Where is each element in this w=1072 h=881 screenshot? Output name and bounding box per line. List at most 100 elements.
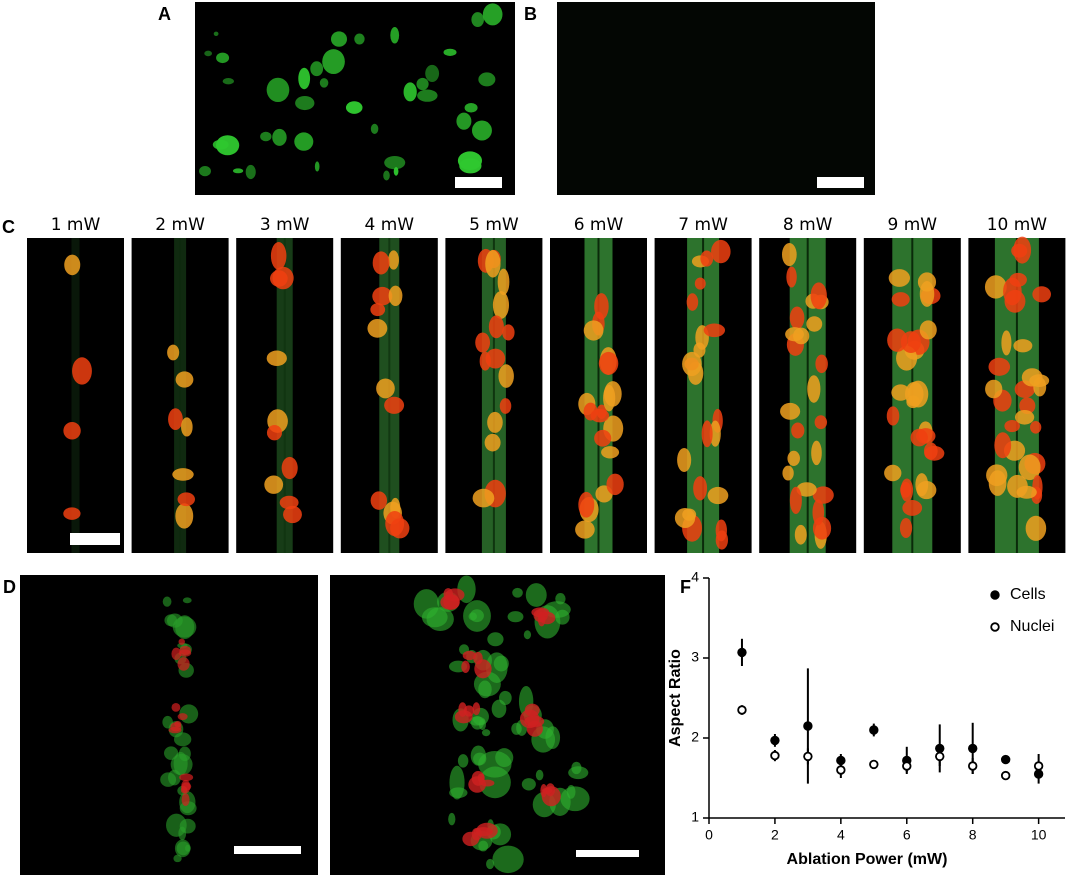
cell — [782, 243, 797, 267]
cell — [384, 155, 406, 170]
cell — [482, 3, 503, 26]
cell — [171, 647, 182, 661]
cell — [456, 112, 472, 130]
panel-letter: B — [524, 4, 537, 24]
cell — [260, 131, 272, 142]
cell — [594, 293, 609, 320]
cell — [984, 275, 1007, 299]
cell — [677, 447, 692, 472]
cell — [694, 277, 706, 290]
cell — [417, 89, 438, 102]
cell — [457, 754, 469, 768]
cell — [578, 491, 595, 518]
cell — [693, 342, 706, 358]
cell — [507, 611, 524, 623]
point — [935, 751, 945, 762]
cell — [270, 242, 287, 270]
cell — [916, 428, 936, 444]
cell — [709, 420, 721, 447]
cell — [789, 306, 805, 330]
cell — [173, 751, 188, 776]
cell — [177, 492, 195, 507]
cell — [1009, 272, 1027, 287]
cell — [512, 587, 523, 598]
panel-letter: A — [158, 4, 171, 24]
cell — [524, 703, 540, 717]
cell — [919, 281, 935, 307]
scale-bar — [576, 850, 639, 857]
micrographs — [20, 2, 875, 875]
cell — [715, 519, 727, 542]
cell — [388, 285, 403, 307]
cell — [181, 782, 192, 791]
point — [869, 725, 879, 735]
cell — [794, 524, 807, 545]
cell — [370, 303, 386, 317]
cell — [478, 750, 512, 778]
cell — [1014, 409, 1035, 425]
legend-label: Cells — [1010, 586, 1046, 603]
cell — [1019, 397, 1036, 415]
cell — [472, 702, 481, 716]
cell — [266, 425, 282, 441]
cell — [916, 480, 937, 500]
cell — [902, 500, 923, 516]
cell — [493, 655, 509, 672]
cell — [472, 488, 495, 508]
legend-marker — [990, 590, 1000, 600]
cell — [166, 813, 187, 837]
cell — [919, 320, 937, 340]
cell — [367, 318, 388, 338]
cell — [521, 778, 536, 791]
cell — [575, 520, 595, 539]
cell — [535, 769, 544, 781]
cell — [707, 486, 729, 505]
cell — [162, 596, 172, 607]
power-label: 8 mW — [783, 215, 833, 235]
cell — [682, 351, 702, 377]
cell — [63, 507, 81, 520]
cell — [891, 384, 910, 401]
cell — [785, 327, 804, 342]
cell — [443, 588, 453, 601]
cell — [213, 31, 219, 36]
cell — [986, 464, 1008, 487]
cell — [232, 168, 244, 174]
scale-bar — [455, 177, 502, 188]
cell — [583, 320, 604, 341]
ablation-line — [702, 238, 705, 553]
cell — [478, 680, 492, 699]
cell — [887, 328, 908, 352]
point — [803, 721, 813, 731]
cell — [319, 78, 329, 88]
cell — [295, 95, 315, 111]
cell — [499, 690, 512, 706]
cell — [64, 254, 81, 276]
cell — [181, 793, 190, 807]
cell — [814, 415, 828, 430]
cell — [314, 161, 320, 172]
point — [902, 761, 912, 771]
cell — [266, 350, 287, 366]
cell — [924, 442, 938, 460]
scale-bar — [817, 177, 864, 188]
x-tick-label: 2 — [771, 827, 779, 843]
cell — [1021, 368, 1043, 387]
cell — [899, 518, 913, 539]
cell — [279, 495, 299, 510]
cell — [606, 473, 624, 496]
power-label: 7 mW — [678, 215, 728, 235]
cell — [791, 422, 805, 439]
cell — [458, 702, 467, 717]
cell — [594, 429, 612, 447]
cell — [693, 476, 708, 501]
cell — [1013, 339, 1033, 353]
cell — [171, 702, 181, 712]
cell — [682, 508, 697, 521]
cell — [179, 773, 194, 782]
cell — [272, 128, 287, 146]
y-tick-label: 2 — [691, 729, 699, 745]
cell — [497, 268, 510, 296]
cell — [270, 270, 288, 287]
power-strips: 1 mW 2 mW 3 mW 4 mW 5 mW 6 mW 7 mW 8 mW 9 mW 10 m… — [27, 215, 1066, 553]
